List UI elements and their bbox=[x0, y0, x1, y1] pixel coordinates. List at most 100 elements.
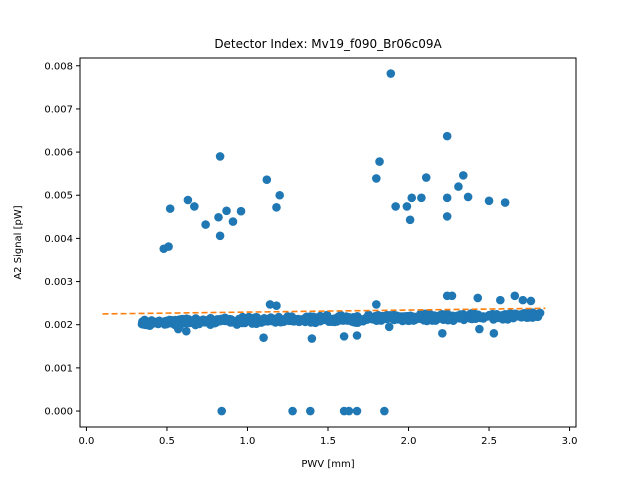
data-point bbox=[236, 206, 246, 216]
data-point bbox=[458, 171, 468, 180]
data-point bbox=[352, 331, 362, 340]
data-point bbox=[429, 311, 438, 320]
data-point bbox=[520, 312, 530, 321]
data-point bbox=[190, 202, 199, 211]
data-point bbox=[339, 332, 349, 341]
data-point bbox=[372, 174, 381, 183]
data-point bbox=[492, 310, 501, 319]
data-point bbox=[275, 190, 284, 200]
data-point bbox=[165, 204, 175, 213]
data-point bbox=[188, 316, 198, 325]
data-point bbox=[386, 69, 396, 78]
data-point bbox=[272, 203, 281, 212]
plot-area bbox=[80, 58, 576, 427]
x-axis-label: PWV [mm] bbox=[301, 459, 354, 470]
data-point bbox=[484, 196, 494, 206]
fit-line bbox=[102, 307, 546, 315]
data-point bbox=[288, 406, 297, 416]
data-point bbox=[243, 314, 252, 324]
data-point bbox=[442, 212, 452, 221]
x-tick-label: 0.5 bbox=[159, 436, 175, 447]
y-axis-label: A2 Signal [pW] bbox=[13, 205, 24, 279]
y-tick-label: 0.000 bbox=[44, 407, 73, 418]
data-point bbox=[532, 312, 542, 321]
data-point bbox=[140, 316, 149, 326]
data-point bbox=[476, 312, 485, 322]
data-point bbox=[164, 242, 173, 251]
points-layer bbox=[137, 69, 545, 416]
data-point bbox=[214, 212, 223, 222]
data-point bbox=[352, 406, 362, 416]
y-tick-label: 0.004 bbox=[44, 234, 73, 245]
data-point bbox=[182, 316, 191, 326]
x-tick-label: 1.0 bbox=[240, 436, 256, 447]
data-point bbox=[225, 314, 234, 324]
data-point bbox=[382, 310, 392, 320]
data-point bbox=[482, 312, 492, 321]
data-point bbox=[372, 300, 381, 309]
data-point bbox=[447, 291, 457, 301]
data-point bbox=[228, 217, 238, 226]
y-tick-label: 0.006 bbox=[44, 148, 73, 159]
data-point bbox=[438, 311, 448, 321]
x-tick-label: 2.5 bbox=[481, 436, 497, 447]
y-tick-label: 0.008 bbox=[44, 61, 73, 72]
y-tick-label: 0.002 bbox=[44, 320, 73, 331]
data-point bbox=[473, 293, 483, 303]
data-point bbox=[215, 231, 225, 241]
data-point bbox=[442, 193, 452, 203]
x-axis: 0.0 0.5 1.0 1.5 2.0 2.5 3.0 bbox=[78, 427, 578, 447]
x-tick-label: 3.0 bbox=[562, 436, 578, 447]
data-point bbox=[272, 301, 281, 311]
data-point bbox=[315, 316, 325, 326]
data-point bbox=[309, 312, 318, 322]
data-point bbox=[262, 175, 272, 185]
data-point bbox=[489, 329, 499, 338]
data-point bbox=[356, 314, 366, 324]
data-point bbox=[347, 314, 356, 324]
data-point bbox=[222, 206, 231, 216]
data-point bbox=[203, 315, 212, 325]
data-point bbox=[375, 157, 384, 166]
data-point bbox=[235, 318, 245, 327]
data-point bbox=[403, 311, 412, 321]
data-point bbox=[454, 182, 463, 191]
data-point bbox=[380, 406, 389, 416]
data-point bbox=[216, 316, 225, 326]
data-point bbox=[419, 316, 429, 325]
data-point bbox=[438, 329, 447, 338]
y-tick-label: 0.005 bbox=[44, 191, 73, 202]
data-point bbox=[449, 314, 459, 324]
data-point bbox=[281, 314, 290, 324]
data-point bbox=[165, 315, 174, 325]
data-point bbox=[265, 300, 275, 309]
y-tick-label: 0.001 bbox=[44, 363, 73, 374]
data-point bbox=[463, 192, 473, 202]
data-point bbox=[171, 318, 181, 327]
data-point bbox=[215, 152, 225, 161]
data-point bbox=[344, 406, 354, 416]
y-tick-label: 0.007 bbox=[44, 104, 73, 115]
data-point bbox=[421, 173, 431, 182]
data-point bbox=[405, 215, 415, 225]
data-point bbox=[507, 310, 517, 320]
data-point bbox=[259, 333, 268, 342]
data-point bbox=[402, 202, 412, 211]
data-point bbox=[259, 317, 269, 326]
data-point bbox=[467, 309, 477, 319]
data-point bbox=[417, 193, 426, 203]
y-axis: 0.000 0.001 0.002 0.003 0.004 0.005 0.006 0.007… bbox=[44, 61, 80, 418]
data-point bbox=[201, 220, 210, 229]
data-point bbox=[407, 193, 417, 203]
data-point bbox=[217, 406, 227, 416]
data-point bbox=[368, 314, 377, 324]
data-point bbox=[500, 198, 510, 207]
data-point bbox=[307, 334, 317, 343]
data-point bbox=[500, 312, 510, 322]
data-point bbox=[290, 316, 300, 326]
x-tick-label: 1.5 bbox=[320, 436, 336, 447]
data-point bbox=[518, 295, 528, 305]
data-point bbox=[181, 326, 191, 336]
data-point bbox=[183, 195, 193, 205]
